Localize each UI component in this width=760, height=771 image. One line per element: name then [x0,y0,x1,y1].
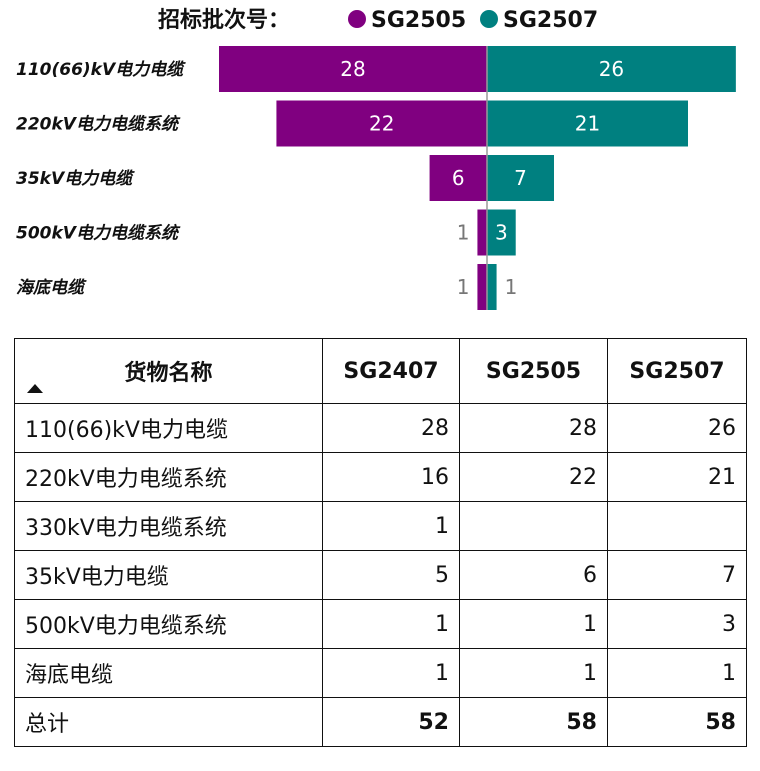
cell-sg2505: 6 [459,550,608,600]
cell-sg2507: 3 [607,599,747,649]
cell-sg2505: 1 [459,599,608,649]
legend-marker-sg2505 [348,10,366,28]
cell-goods-name: 35kV电力电缆 [14,550,323,600]
cell-sg2407: 5 [322,550,460,600]
legend-label-sg2507: SG2507 [503,8,598,33]
cell-goods-name: 海底电缆 [14,648,323,698]
bar-sg2505 [219,46,487,92]
table-row: 110(66)kV电力电缆 28 28 26 [14,403,747,453]
bar-sg2507 [487,264,497,310]
data-label-sg2505: 1 [457,275,470,299]
category-label: 220kV电力电缆系统 [16,115,181,135]
column-header-label: 货物名称 [124,361,213,386]
cell-total-sg2505: 58 [459,697,608,747]
cell-sg2505: 22 [459,452,608,502]
category-label: 海底电缆 [16,278,87,298]
bar-sg2507 [487,155,554,201]
legend: 招标批次号： SG2505 SG2507 [158,7,598,33]
bar-sg2505 [477,264,487,310]
sort-ascending-icon[interactable] [27,384,43,393]
data-label-sg2507: 26 [599,57,624,81]
data-table: 货物名称 SG2407 SG2505 SG2507 110(66)kV电力电缆 … [14,338,747,747]
data-label-sg2507: 7 [514,166,527,190]
data-label-sg2505: 6 [452,166,465,190]
bar-sg2505 [429,155,487,201]
table-row: 海底电缆 1 1 1 [14,648,747,698]
table-total-row: 总计 52 58 58 [14,697,747,747]
bar-sg2505 [477,209,487,256]
cell-total-sg2507: 58 [607,697,747,747]
cell-sg2505: 1 [459,648,608,698]
legend-marker-sg2507 [480,10,498,28]
bar-sg2507 [487,100,688,147]
cell-sg2407: 1 [322,599,460,649]
cell-goods-name: 110(66)kV电力电缆 [14,403,323,453]
column-header-sg2407[interactable]: SG2407 [322,338,460,404]
column-header-sg2507[interactable]: SG2507 [607,338,747,404]
column-header-sg2505[interactable]: SG2505 [459,338,608,404]
cell-sg2407: 28 [322,403,460,453]
table-row: 330kV电力电缆系统 1 [14,501,747,551]
cell-goods-name: 330kV电力电缆系统 [14,501,323,551]
category-label: 110(66)kV电力电缆 [16,60,186,80]
table-row: 220kV电力电缆系统 16 22 21 [14,452,747,502]
cell-goods-name: 500kV电力电缆系统 [14,599,323,649]
cell-total-sg2407: 52 [322,697,460,747]
legend-label-sg2505: SG2505 [371,8,466,33]
column-header-goods-name[interactable]: 货物名称 [14,338,323,404]
data-label-sg2507: 3 [495,221,508,245]
cell-sg2407: 16 [322,452,460,502]
table-row: 500kV电力电缆系统 1 1 3 [14,599,747,649]
cell-sg2507: 26 [607,403,747,453]
category-label: 500kV电力电缆系统 [16,224,181,244]
category-label: 35kV电力电缆 [16,169,135,189]
data-label-sg2505: 22 [369,112,394,136]
cell-sg2507 [607,501,747,551]
cell-goods-name: 220kV电力电缆系统 [14,452,323,502]
cell-sg2407: 1 [322,501,460,551]
bar-sg2505 [276,100,487,147]
cell-sg2505 [459,501,608,551]
table-header-row: 货物名称 SG2407 SG2505 SG2507 [14,338,747,404]
cell-sg2507: 7 [607,550,747,600]
data-label-sg2507: 1 [505,275,518,299]
cell-sg2507: 1 [607,648,747,698]
data-label-sg2507: 21 [575,112,600,136]
cell-sg2507: 21 [607,452,747,502]
cell-sg2505: 28 [459,403,608,453]
cell-sg2407: 1 [322,648,460,698]
cell-total-label: 总计 [14,697,323,747]
diverging-bar-chart: 招标批次号： SG2505 SG2507 110(66)kV电力电缆 28 26 22… [16,7,736,310]
data-label-sg2505: 1 [457,221,470,245]
bar-sg2507 [487,46,736,92]
bar-sg2507 [487,209,516,256]
data-label-sg2505: 28 [340,57,365,81]
table-row: 35kV电力电缆 5 6 7 [14,550,747,600]
legend-title: 招标批次号： [158,7,290,33]
